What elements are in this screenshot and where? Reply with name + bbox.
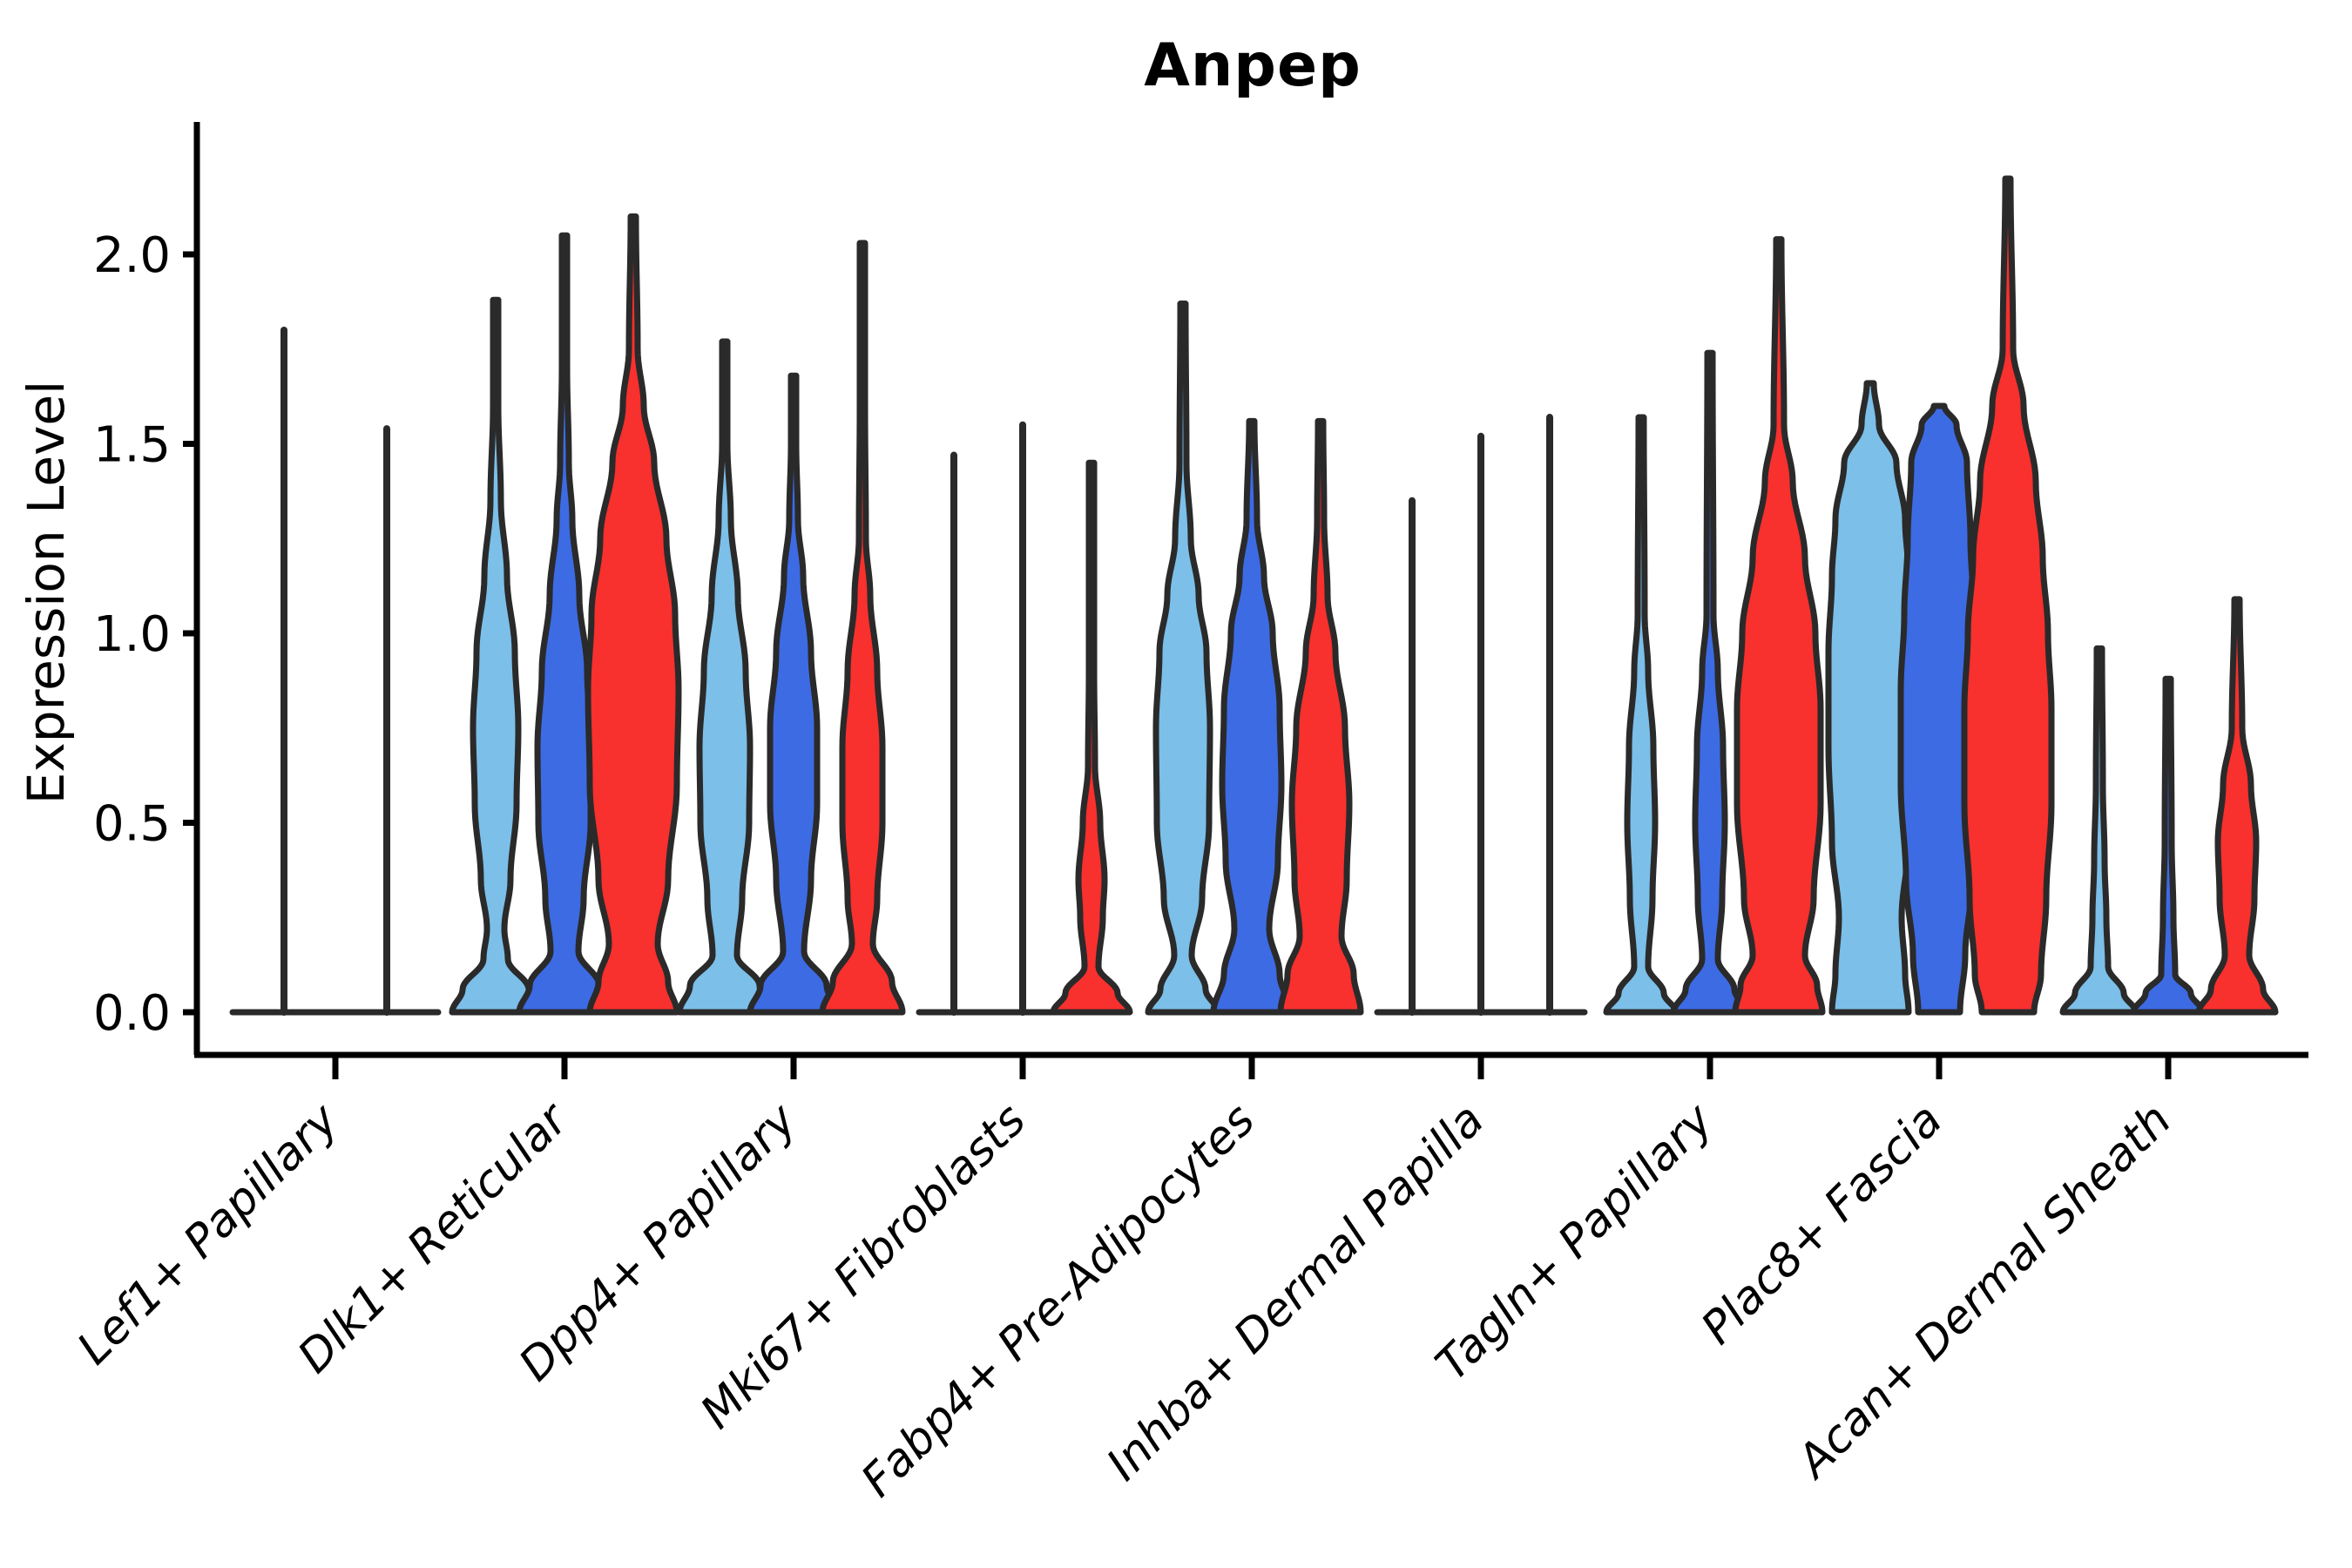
chart-title: Anpep [1144, 31, 1362, 100]
violin-g5-light_blue [1145, 301, 1221, 1016]
violin-g9-dark_blue [2130, 675, 2207, 1016]
violin-g5-dark_blue [1210, 417, 1294, 1016]
violin-g2-dark_blue [516, 232, 613, 1016]
y-tick-label: 1.5 [93, 417, 171, 474]
y-tick-label: 0.0 [93, 985, 171, 1042]
violin-g3-dark_blue [747, 372, 841, 1016]
violin-g9-light_blue [2059, 645, 2139, 1016]
violin-g2-red [585, 213, 682, 1016]
x-tick-label: Plac8+ Fascia [1692, 1094, 1952, 1355]
violin-g5-red [1277, 417, 1364, 1016]
violin-g3-light_blue [676, 338, 774, 1016]
x-tick-label: Inhba+ Dermal Papilla [1097, 1094, 1494, 1491]
violin-g2-light_blue [449, 296, 543, 1016]
violin-g7-light_blue [1603, 414, 1680, 1016]
violin-g4-red [1050, 459, 1133, 1016]
violin-g7-dark_blue [1670, 349, 1750, 1016]
y-tick-label: 2.0 [93, 227, 171, 284]
x-tick-label: Acan+ Dermal Sheath [1786, 1094, 2181, 1490]
violin-g3-red [819, 240, 906, 1016]
violin-g8-red [1961, 175, 2055, 1016]
x-tick-label: Fabp4+ Pre-Adipocytes [852, 1094, 1266, 1508]
violin-g9-red [2195, 596, 2279, 1016]
y-tick-label: 1.0 [93, 606, 171, 663]
y-tick-label: 0.5 [93, 796, 171, 853]
violin-g7-red [1732, 236, 1826, 1016]
